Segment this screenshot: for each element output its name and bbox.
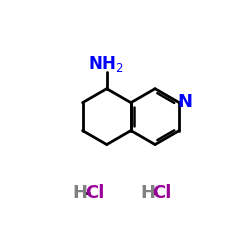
- Text: N: N: [177, 93, 192, 111]
- Text: Cl: Cl: [85, 184, 104, 202]
- Text: NH$_2$: NH$_2$: [88, 54, 124, 74]
- Text: H: H: [140, 184, 155, 202]
- Text: Cl: Cl: [152, 184, 172, 202]
- Text: H: H: [72, 184, 88, 202]
